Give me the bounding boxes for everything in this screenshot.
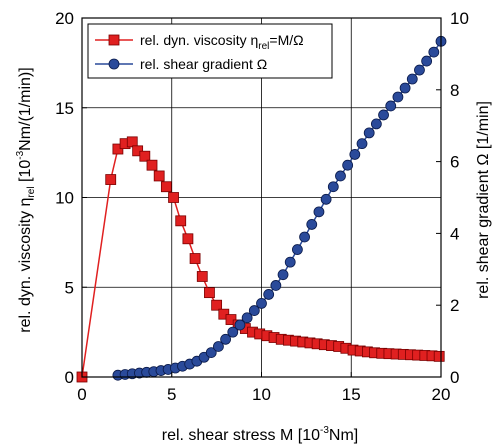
data-point — [263, 289, 275, 300]
x-tick-label: 10 — [252, 385, 271, 404]
data-point — [175, 215, 187, 227]
data-point — [270, 280, 282, 291]
data-point — [146, 159, 158, 171]
y-right-tick-label: 8 — [450, 81, 459, 100]
x-axis-title-sup: -3 — [320, 425, 329, 436]
data-point — [248, 305, 260, 316]
data-point — [182, 233, 194, 245]
data-point — [327, 181, 339, 193]
data-point — [213, 341, 224, 352]
data-point — [433, 350, 445, 362]
data-point — [234, 319, 246, 331]
data-point — [256, 298, 267, 309]
data-point — [241, 312, 253, 324]
x-tick-label: 5 — [167, 385, 176, 404]
data-point — [204, 287, 215, 299]
data-point — [153, 170, 165, 182]
series-line — [117, 40, 442, 376]
data-point — [160, 181, 172, 193]
data-point — [299, 231, 310, 243]
data-point — [349, 149, 361, 160]
data-point — [320, 193, 332, 205]
legend-label-gradient: rel. shear gradient Ω — [140, 56, 267, 72]
y-axis-left-title: rel. dyn. viscosity ηrel [10-3Nm/(1/min)… — [15, 67, 37, 332]
y-left-title-pre: rel. dyn. viscosity η — [17, 198, 34, 333]
y-axis-right-title: rel. shear gradient Ω [1/min] — [475, 101, 492, 299]
plot-series — [76, 35, 447, 383]
data-point — [421, 55, 433, 67]
y-right-tick-label: 6 — [450, 153, 459, 172]
y-left-tick-label: 10 — [55, 189, 74, 208]
data-point — [168, 192, 179, 203]
x-tick-label: 0 — [77, 385, 86, 404]
y-left-title-post: Nm/(1/min)] — [17, 67, 34, 151]
data-point — [189, 253, 201, 264]
x-tick-label: 15 — [342, 385, 361, 404]
y-left-title-sub: rel — [26, 186, 37, 197]
data-point — [291, 244, 303, 255]
data-point — [313, 206, 325, 218]
x-axis-title-pre: rel. shear stress M [10 — [162, 427, 320, 444]
data-point — [385, 100, 397, 112]
data-point — [428, 46, 440, 58]
data-point — [342, 159, 354, 171]
y-right-tick-label: 2 — [450, 296, 459, 315]
data-point — [392, 91, 404, 103]
data-point — [378, 109, 389, 121]
data-point — [335, 170, 346, 182]
y-left-tick-label: 20 — [55, 9, 74, 28]
data-point — [370, 118, 382, 130]
data-point — [105, 174, 117, 185]
y-left-tick-label: 0 — [65, 368, 74, 387]
data-point — [205, 347, 217, 358]
data-point — [196, 271, 208, 282]
y-right-tick-label: 0 — [450, 368, 459, 387]
legend-viscosity-post: =M/Ω — [269, 32, 303, 48]
series-viscosity — [76, 136, 445, 383]
x-axis-title: rel. shear stress M [10-3Nm] — [162, 425, 359, 444]
series-line — [81, 141, 440, 378]
data-point — [139, 150, 151, 162]
data-point — [399, 82, 411, 94]
legend-marker-viscosity — [108, 34, 120, 46]
data-point — [284, 256, 296, 268]
x-axis-title-post: Nm] — [329, 427, 358, 444]
y-left-title-sup: -3 — [15, 150, 26, 159]
data-point — [277, 269, 289, 281]
data-point — [306, 219, 318, 230]
series-shear-gradient — [112, 35, 447, 381]
y-left-tick-label: 15 — [55, 99, 74, 118]
y-right-tick-label: 4 — [450, 224, 459, 243]
legend-marker-gradient — [108, 58, 120, 70]
y-left-title-mid: [10 — [17, 160, 34, 187]
data-point — [211, 299, 223, 311]
y-right-tick-label: 10 — [450, 9, 469, 28]
data-point — [227, 326, 239, 338]
data-point — [220, 333, 232, 345]
legend: rel. dyn. viscosity ηrel=M/Ω rel. shear … — [87, 23, 333, 79]
data-point — [126, 136, 138, 148]
legend-viscosity-pre: rel. dyn. viscosity η — [140, 32, 258, 48]
legend-box — [87, 23, 333, 79]
x-tick-label: 20 — [432, 385, 451, 404]
legend-viscosity-sub: rel — [258, 41, 269, 52]
legend-label-viscosity: rel. dyn. viscosity ηrel=M/Ω — [140, 32, 304, 52]
data-point — [414, 64, 425, 76]
data-point — [363, 127, 375, 139]
data-point — [356, 138, 368, 150]
y-left-tick-label: 5 — [65, 278, 74, 297]
data-point — [406, 73, 418, 85]
